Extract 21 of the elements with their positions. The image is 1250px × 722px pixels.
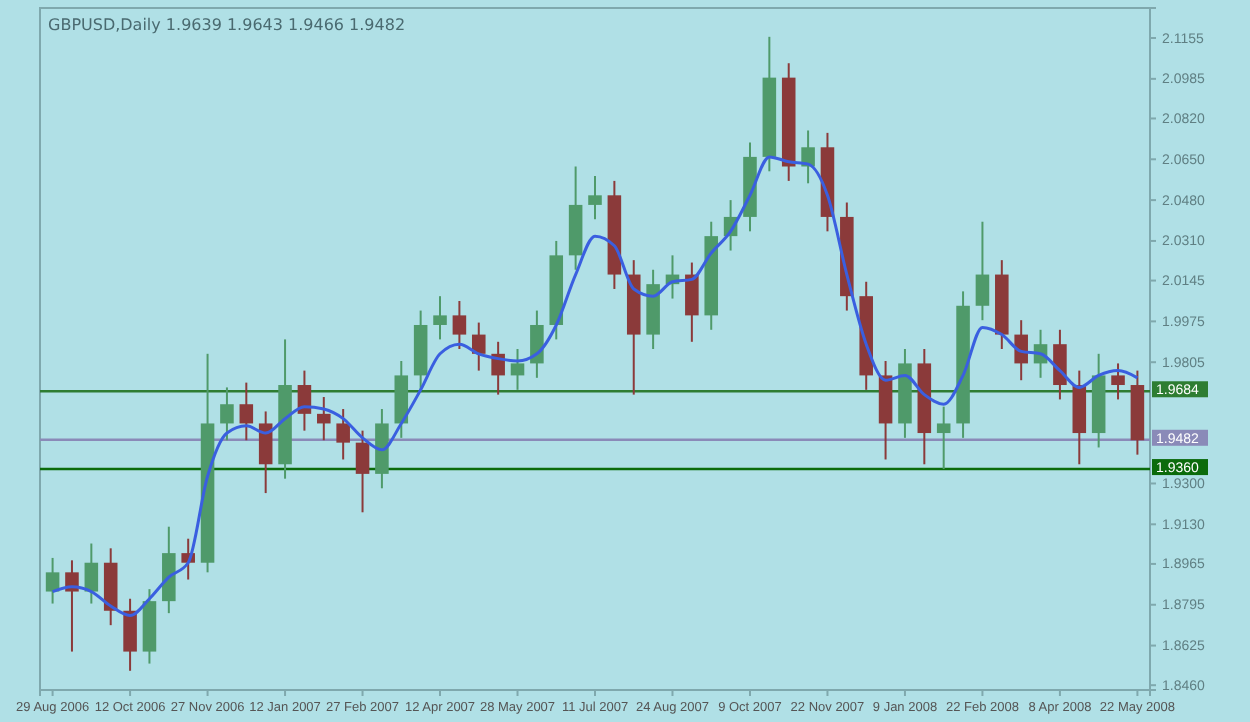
candlestick [239, 381, 254, 442]
candlestick [317, 396, 331, 442]
candlestick [936, 405, 951, 471]
candlestick [471, 321, 486, 372]
candlestick [355, 429, 370, 514]
candlestick [588, 175, 602, 221]
candlestick [685, 261, 699, 343]
candlestick [452, 299, 467, 350]
candlestick [1111, 362, 1125, 401]
candlestick [510, 348, 525, 391]
candlestick [336, 408, 350, 461]
candlestick [1053, 328, 1067, 401]
candlestick [220, 386, 234, 442]
text: GBPUSD,Daily 1.9639 1.9643 1.9466 1.9482 [48, 16, 406, 34]
candlestick [84, 542, 99, 605]
candlestick [433, 295, 447, 341]
candlestick [975, 220, 990, 322]
candlestick [45, 556, 60, 605]
candlestick [530, 309, 544, 379]
candlestick [65, 559, 79, 653]
candlestick [123, 597, 137, 672]
